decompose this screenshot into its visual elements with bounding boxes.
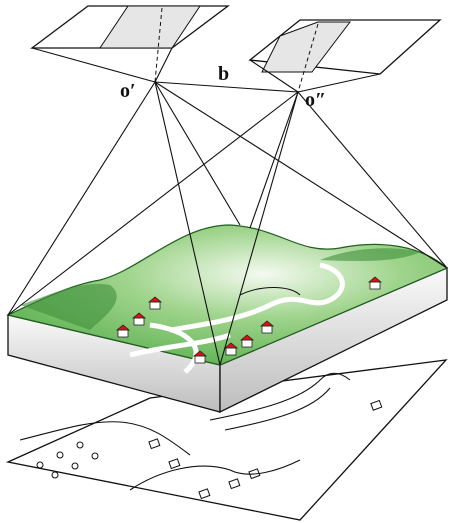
right-center-label: o″ <box>305 89 326 111</box>
right-photo <box>248 19 442 93</box>
left-center-label: o′ <box>120 80 136 102</box>
left-photo <box>30 5 230 83</box>
houses <box>115 276 383 364</box>
map <box>5 359 448 521</box>
terrain-block <box>6 224 449 414</box>
base-label: b <box>218 63 229 85</box>
rays <box>7 47 448 366</box>
